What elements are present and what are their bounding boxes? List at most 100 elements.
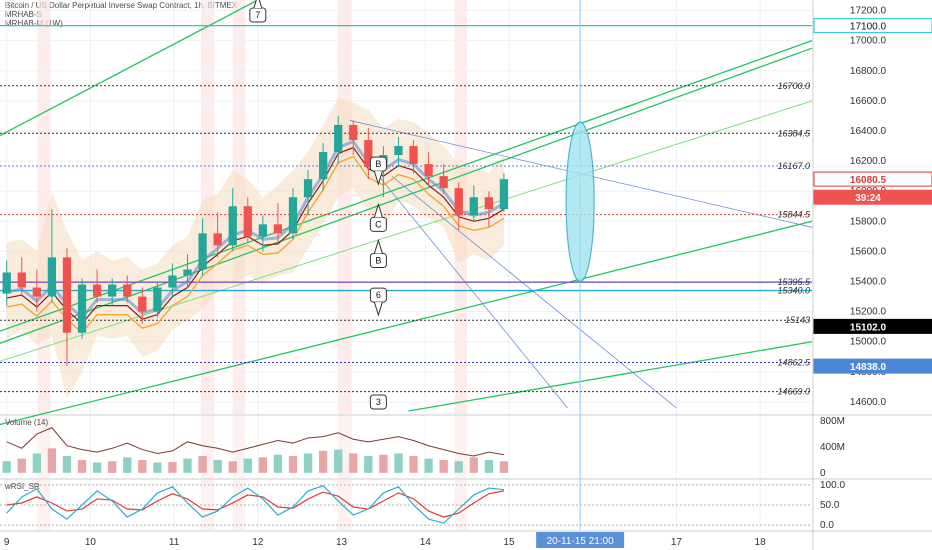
level-tag-label: 17100.0	[850, 22, 887, 33]
candle-body[interactable]	[138, 296, 147, 312]
candle-body[interactable]	[394, 146, 403, 156]
level-label: 15395.5	[777, 277, 811, 287]
price-tag-box	[813, 189, 932, 205]
candle-body[interactable]	[424, 164, 433, 177]
callout-6[interactable]: 6	[369, 287, 387, 317]
callout-label: 7	[255, 10, 260, 20]
candle-body[interactable]	[499, 179, 509, 210]
volume-bar	[108, 461, 117, 473]
trend-lines	[0, 0, 813, 426]
candle-body[interactable]	[349, 124, 358, 141]
candle-body[interactable]	[288, 197, 298, 234]
candle-body[interactable]	[409, 146, 418, 165]
callout-b[interactable]: B	[369, 238, 387, 268]
candle-body[interactable]	[47, 257, 57, 297]
callout-3[interactable]: 3	[369, 394, 387, 410]
candle-body[interactable]	[303, 179, 313, 198]
price-axis-tick-label: 15200.0	[850, 307, 887, 318]
price-axis-tick-label: 14600.0	[850, 397, 887, 408]
candle-body[interactable]	[364, 140, 373, 168]
price-tags: 17100.0 16080.5 39:24 15102.0 14838.0	[813, 18, 932, 374]
trend-line[interactable]	[0, 220, 813, 426]
trend-line[interactable]	[391, 175, 677, 409]
volume-bar	[469, 457, 478, 473]
time-axis-tick-label: 13	[336, 537, 348, 548]
trend-line[interactable]	[0, 47, 813, 344]
volume-bar	[92, 462, 102, 473]
trend-line[interactable]	[408, 341, 813, 412]
projection-ellipse[interactable]	[565, 121, 595, 283]
annotations: 7 B C B 6 3	[249, 0, 595, 530]
indicator-label-mrhab-m: MRHAB-M (1W)	[5, 19, 63, 28]
callout-7[interactable]: 7	[249, 0, 267, 23]
level-label: 16384.5	[777, 128, 811, 138]
volume-axis-tick-label: 400M	[820, 442, 845, 453]
candle-body[interactable]	[92, 284, 102, 297]
price-tag-box	[813, 358, 932, 374]
volume-axis-tick-label: 0	[820, 468, 826, 479]
candle-body[interactable]	[469, 197, 478, 216]
rsi-axis-tick-label: 50.0	[820, 500, 840, 511]
candle-body[interactable]	[168, 275, 177, 288]
volume-bar	[17, 458, 26, 473]
volume-bar	[409, 456, 418, 473]
time-axis-tick-label: 12	[252, 537, 264, 548]
candle-body[interactable]	[123, 284, 132, 297]
cloud-band	[6, 97, 504, 399]
candle-body[interactable]	[62, 257, 72, 333]
candle-body[interactable]	[228, 206, 237, 246]
price-tag-label: 39:24	[855, 193, 881, 204]
callout-pointer	[373, 238, 383, 254]
candle-body[interactable]	[77, 284, 87, 333]
volume-bar	[62, 456, 72, 473]
candle-body[interactable]	[183, 269, 192, 276]
candle-body[interactable]	[32, 287, 41, 297]
candle-body[interactable]	[273, 224, 283, 234]
trend-line[interactable]	[0, 40, 813, 332]
volume-bar	[2, 461, 11, 473]
ma-step-line	[6, 146, 505, 325]
candle-body[interactable]	[484, 197, 494, 210]
candle-body[interactable]	[258, 224, 267, 237]
candle-body[interactable]	[108, 284, 117, 297]
rsi-pane-title: wRSI_SR	[4, 482, 40, 491]
candle-body[interactable]	[439, 176, 448, 189]
volume-bar	[153, 462, 162, 473]
indicator-label-mrhab-s: MRHAB-S	[5, 10, 42, 19]
callout-pointer	[373, 202, 383, 218]
trend-line[interactable]	[0, 0, 259, 137]
callout-pointer	[373, 301, 383, 317]
price-tag-label: 16080.5	[850, 175, 887, 186]
candle-body[interactable]	[213, 233, 222, 246]
volume-bar	[334, 449, 343, 473]
callout-c[interactable]: C	[369, 202, 387, 232]
axes: 14600.014800.015000.015200.015400.015600…	[4, 6, 887, 548]
ma-slow-line	[6, 155, 505, 334]
session-band	[200, 480, 215, 530]
candle-body[interactable]	[17, 272, 26, 288]
callout-pointer	[253, 0, 263, 9]
volume-bar	[138, 459, 147, 473]
price-axis-tick-label: 16400.0	[850, 126, 887, 137]
trend-line[interactable]	[366, 160, 568, 409]
rsi-fast-line	[6, 484, 505, 524]
candle-body[interactable]	[334, 124, 343, 153]
candle-body[interactable]	[198, 233, 207, 270]
chart-title: Bitcoin / US Dollar Perpetual Inverse Sw…	[5, 1, 238, 10]
callout-label: C	[375, 219, 382, 229]
volume-bar	[243, 458, 252, 473]
session-band	[37, 480, 51, 530]
volume-bar	[288, 456, 298, 473]
trend-line[interactable]	[0, 100, 813, 362]
candle-body[interactable]	[153, 287, 162, 312]
candle-body[interactable]	[454, 188, 463, 216]
volume-bar	[258, 457, 267, 473]
candle-body[interactable]	[2, 272, 11, 294]
candle-body[interactable]	[243, 206, 252, 237]
candle-body[interactable]	[318, 152, 328, 180]
price-axis-tick-label: 15600.0	[850, 246, 887, 257]
time-highlight-box[interactable]	[536, 532, 625, 548]
callout-b[interactable]: B	[369, 156, 387, 186]
volume-bar	[273, 454, 283, 473]
